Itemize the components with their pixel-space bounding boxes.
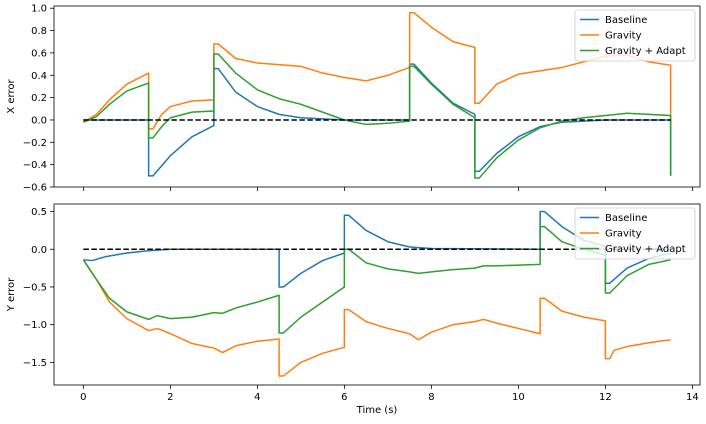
y-axis-label: X error — [6, 78, 17, 113]
y-tick-label: −0.4 — [23, 160, 47, 171]
x-tick-label: 14 — [686, 392, 699, 403]
x-tick-label: 8 — [428, 392, 434, 403]
legend-label: Gravity + Adapt — [605, 244, 686, 255]
x-tick-label: 4 — [254, 392, 260, 403]
series-line-gravity — [82, 11, 672, 130]
x-tick-label: 2 — [167, 392, 173, 403]
legend-box — [574, 9, 696, 62]
x-axis-label: Time (s) — [356, 405, 398, 416]
y-tick-label: −0.6 — [23, 183, 47, 194]
x-error-panel: −0.6 −0.4 −0.2 0.0 0.2 0.4 0.6 0.8 1.0 X error Bas… — [6, 4, 701, 194]
legend-label: Baseline — [605, 15, 647, 26]
plot-frame — [53, 5, 701, 188]
y-tick-label: −0.2 — [23, 138, 47, 149]
series-line-gravity-adapt — [82, 225, 671, 334]
y-tick-label: 0.5 — [31, 207, 47, 218]
legend: Baseline Gravity Gravity + Adapt — [574, 9, 696, 62]
y-tick-label: 0.2 — [31, 93, 47, 104]
legend-label: Gravity — [605, 31, 642, 42]
series-line-gravity-adapt — [83, 53, 672, 179]
y-tick-label: 0.8 — [31, 26, 47, 37]
y-tick-label: 0.6 — [31, 48, 47, 59]
legend-label: Gravity + Adapt — [605, 46, 686, 57]
legend-label: Gravity — [605, 229, 642, 240]
series-line-gravity — [82, 259, 671, 377]
y-axis-label: Y error — [6, 277, 17, 312]
legend: Baseline Gravity Gravity + Adapt — [574, 207, 696, 260]
plot-area — [82, 11, 672, 179]
y-tick-label: 0.4 — [31, 71, 47, 82]
x-tick-label: 6 — [341, 392, 347, 403]
legend-box — [574, 207, 696, 260]
y-tick-label: 0.0 — [31, 245, 47, 256]
y-tick-label: −1.5 — [23, 358, 47, 369]
legend-label: Baseline — [605, 213, 647, 224]
y-tick-label: 1.0 — [31, 4, 47, 15]
x-tick-label: 0 — [80, 392, 86, 403]
y-tick-label: −0.5 — [23, 282, 47, 293]
x-tick-label: 10 — [512, 392, 525, 403]
x-tick-label: 12 — [599, 392, 612, 403]
y-tick-label: −1.0 — [23, 320, 47, 331]
y-error-panel: −1.5 −1.0 −0.5 0.0 0.5 0 2 4 6 8 10 12 14 Y error Time… — [6, 203, 701, 416]
plot-frame — [53, 203, 701, 386]
y-tick-label: 0.0 — [31, 115, 47, 126]
